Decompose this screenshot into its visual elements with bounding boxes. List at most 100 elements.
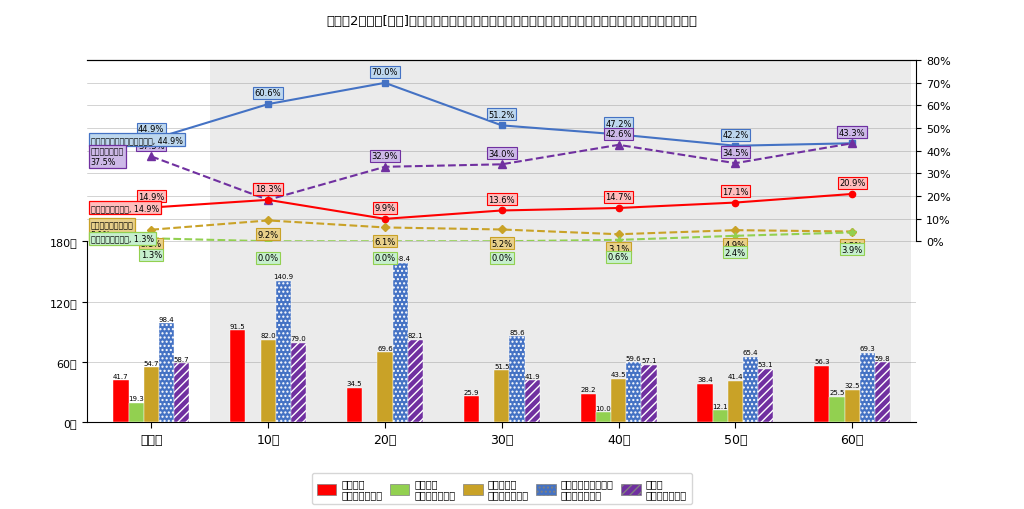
Text: 41.9: 41.9	[524, 373, 540, 379]
Text: 17.1%: 17.1%	[722, 188, 749, 196]
Text: 25.9: 25.9	[464, 389, 479, 395]
Text: 70.0%: 70.0%	[372, 68, 398, 77]
Text: 65.4: 65.4	[742, 349, 759, 355]
Text: 13.6%: 13.6%	[488, 195, 515, 205]
Text: 60.6%: 60.6%	[255, 89, 282, 98]
Text: 79.0: 79.0	[291, 335, 306, 342]
Text: 51.2%: 51.2%	[488, 110, 515, 120]
Text: 3.9%: 3.9%	[842, 245, 863, 254]
Text: 0.0%: 0.0%	[258, 254, 279, 263]
Bar	[845, 390, 860, 422]
Text: 38.4: 38.4	[697, 377, 713, 382]
Bar	[697, 384, 713, 422]
Bar	[581, 394, 596, 422]
Text: 14.9%: 14.9%	[138, 192, 165, 202]
Bar	[728, 381, 743, 422]
Text: 固定通話行為者率, 1.3%: 固定通話行為者率, 1.3%	[90, 234, 154, 243]
Text: 59.8: 59.8	[874, 355, 891, 361]
Text: 57.1: 57.1	[641, 358, 656, 363]
Text: 20.9%: 20.9%	[839, 179, 865, 188]
Bar	[260, 340, 275, 422]
Bar	[159, 324, 174, 422]
Text: 56.3: 56.3	[814, 358, 829, 364]
Bar	[713, 410, 728, 422]
Text: 43.3%: 43.3%	[839, 128, 865, 137]
Text: 0.6%: 0.6%	[608, 252, 629, 262]
Bar	[114, 381, 129, 422]
Text: 0.0%: 0.0%	[375, 254, 395, 263]
Text: 82.0: 82.0	[260, 333, 275, 338]
Text: 43.3%: 43.3%	[839, 128, 865, 137]
Legend: 携帯通話
行為者平均時間, 固定通話
行為者平均時間, ネット通話
行為者平均時間, ソーシャルメディア
行為者平均時間, メール
行為者平均時間: 携帯通話 行為者平均時間, 固定通話 行為者平均時間, ネット通話 行為者平均時…	[312, 473, 691, 504]
Bar	[392, 264, 408, 422]
Bar	[464, 397, 479, 422]
Text: 158.4: 158.4	[390, 256, 411, 262]
Bar	[129, 403, 143, 422]
Text: 58.7: 58.7	[174, 356, 189, 362]
Text: 98.4: 98.4	[159, 316, 174, 322]
Bar	[210, 242, 910, 422]
Text: ネット通話行為者率
5.1%: ネット通話行為者率 5.1%	[90, 220, 133, 240]
Text: 85.6: 85.6	[509, 329, 524, 335]
Text: 41.4: 41.4	[728, 374, 743, 379]
Text: 10.0: 10.0	[596, 405, 611, 411]
Text: 14.7%: 14.7%	[605, 193, 632, 202]
Text: 69.3: 69.3	[859, 346, 876, 351]
Text: 37.5%: 37.5%	[138, 142, 165, 151]
Bar	[495, 371, 509, 422]
Bar	[347, 388, 362, 422]
Text: 12.1: 12.1	[713, 403, 728, 409]
Bar	[230, 331, 246, 422]
Bar	[275, 281, 291, 422]
Bar	[174, 363, 189, 422]
Text: 41.7: 41.7	[113, 373, 129, 379]
Bar	[743, 357, 758, 422]
Text: 携帯通話行為者率, 14.9%: 携帯通話行為者率, 14.9%	[90, 204, 159, 213]
Bar	[641, 365, 656, 422]
Text: 28.2: 28.2	[581, 387, 596, 392]
Text: 18.3%: 18.3%	[255, 185, 282, 194]
Text: 53.1: 53.1	[758, 362, 773, 367]
Text: 43.5: 43.5	[611, 371, 627, 377]
Text: 32.5: 32.5	[845, 382, 860, 388]
Text: 2.4%: 2.4%	[725, 248, 745, 258]
Text: 18.3%: 18.3%	[255, 185, 282, 194]
Text: 69.6: 69.6	[377, 345, 393, 351]
Text: 34.5: 34.5	[347, 380, 362, 386]
Text: 91.5: 91.5	[230, 323, 246, 329]
Bar	[611, 379, 627, 422]
Bar	[378, 353, 392, 422]
Bar	[814, 366, 829, 422]
Bar	[860, 353, 874, 422]
Text: 【令和2年度】[休日]コミュニケーション系メディアの行為者率・行為者平均時間（全年代・年代別）: 【令和2年度】[休日]コミュニケーション系メディアの行為者率・行為者平均時間（全…	[327, 15, 697, 28]
Bar	[524, 380, 540, 422]
Text: 3.1%: 3.1%	[608, 244, 629, 253]
Bar	[291, 343, 306, 422]
Text: 5.2%: 5.2%	[492, 239, 512, 248]
Bar	[829, 397, 845, 422]
Text: 4.3%: 4.3%	[842, 241, 863, 250]
Bar	[143, 367, 159, 422]
Text: 140.9: 140.9	[273, 273, 293, 279]
Bar	[509, 336, 524, 422]
Text: 9.2%: 9.2%	[258, 231, 279, 239]
Text: 51.5: 51.5	[494, 363, 510, 369]
Bar	[596, 412, 611, 422]
Text: 34.5%: 34.5%	[722, 148, 749, 157]
Text: 59.6: 59.6	[626, 355, 642, 361]
Text: 34.0%: 34.0%	[488, 150, 515, 158]
Text: 6.1%: 6.1%	[375, 237, 395, 246]
Text: 1.3%: 1.3%	[140, 251, 162, 260]
Text: 9.9%: 9.9%	[375, 204, 395, 213]
Text: メール行為者率
37.5%: メール行為者率 37.5%	[90, 148, 124, 167]
Text: 32.9%: 32.9%	[372, 152, 398, 161]
Bar	[626, 362, 641, 422]
Bar	[758, 369, 773, 422]
Bar	[210, 61, 910, 242]
Text: 42.6%: 42.6%	[605, 130, 632, 139]
Text: 44.9%: 44.9%	[138, 125, 165, 134]
Text: 25.5: 25.5	[829, 389, 845, 395]
Text: 82.1: 82.1	[408, 332, 423, 338]
Text: 54.7: 54.7	[143, 360, 159, 366]
Text: 0.0%: 0.0%	[492, 254, 512, 263]
